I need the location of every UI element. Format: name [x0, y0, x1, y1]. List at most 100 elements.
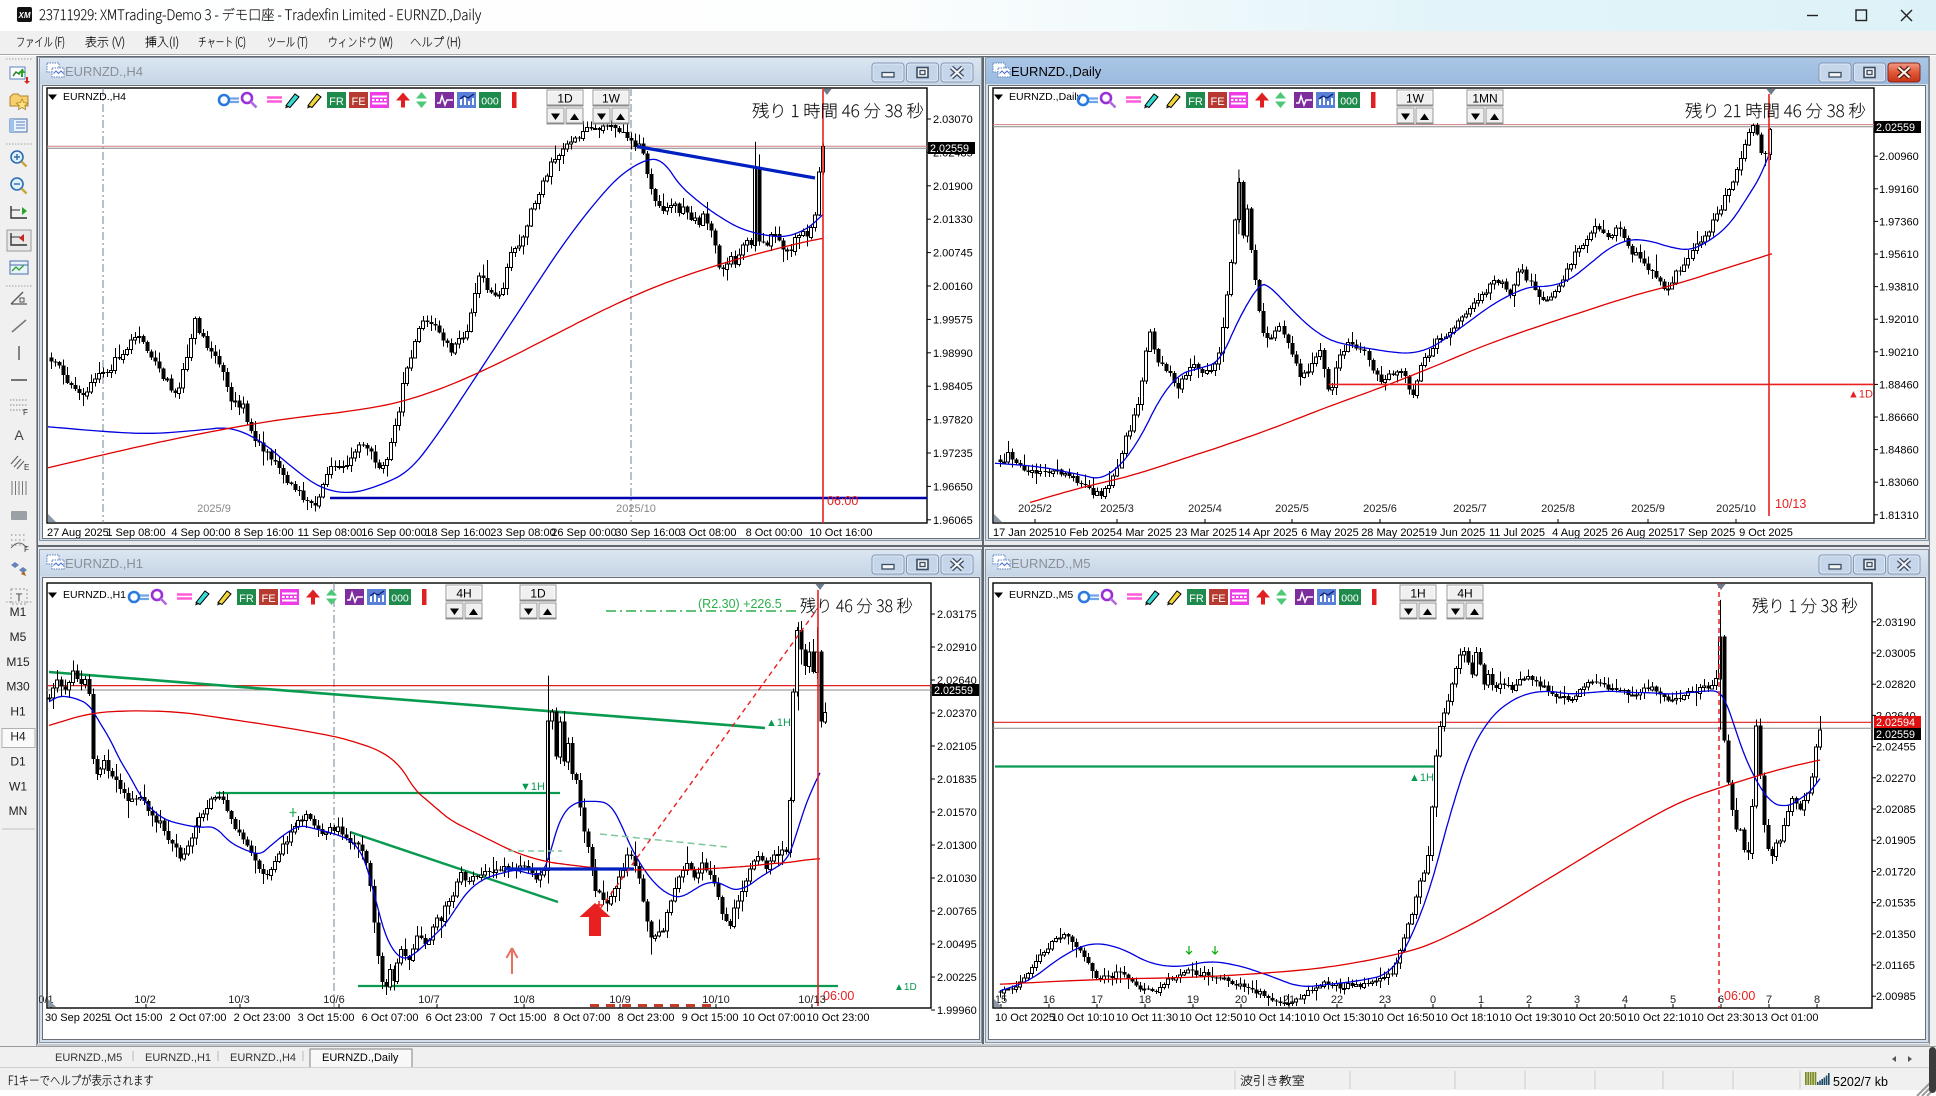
svg-text:2.00960: 2.00960: [1879, 151, 1919, 163]
svg-text:1.99960: 1.99960: [937, 1005, 977, 1017]
svg-text:EURNZD.,H1: EURNZD.,H1: [65, 556, 143, 571]
svg-text:0: 0: [1430, 994, 1436, 1006]
svg-text:▲1D: ▲1D: [1848, 388, 1873, 400]
svg-text:2025/10: 2025/10: [1716, 503, 1756, 515]
svg-text:000: 000: [1341, 593, 1359, 605]
svg-text:2.02559: 2.02559: [1876, 729, 1915, 741]
svg-text:22: 22: [1331, 994, 1343, 1006]
svg-text:8: 8: [1814, 994, 1820, 1006]
svg-text:16 Sep 00:00: 16 Sep 00:00: [361, 527, 426, 539]
svg-text:2.01300: 2.01300: [937, 840, 977, 852]
svg-text:2.01900: 2.01900: [933, 181, 973, 193]
svg-text:5: 5: [1670, 994, 1676, 1006]
svg-text:26 Aug 2025: 26 Aug 2025: [1611, 527, 1673, 539]
svg-text:1.84860: 1.84860: [1879, 445, 1919, 457]
svg-text:1.99160: 1.99160: [1879, 184, 1919, 196]
svg-text:10/13: 10/13: [1775, 497, 1806, 511]
svg-text:EURNZD.,H4: EURNZD.,H4: [65, 64, 143, 79]
svg-text:1D: 1D: [530, 587, 546, 601]
svg-text:000: 000: [1340, 96, 1358, 108]
svg-text:3: 3: [1574, 994, 1580, 1006]
svg-text:1.86660: 1.86660: [1879, 412, 1919, 424]
svg-text:10 Oct 10:10: 10 Oct 10:10: [1052, 1012, 1115, 1024]
svg-text:1H: 1H: [1410, 587, 1425, 601]
svg-text:1W: 1W: [1406, 92, 1425, 106]
svg-text:10/9: 10/9: [609, 994, 630, 1006]
svg-text:1W: 1W: [602, 92, 621, 106]
svg-text:M15: M15: [6, 655, 30, 669]
svg-text:EURNZD.,Daily: EURNZD.,Daily: [1009, 91, 1083, 103]
svg-text:2.02559: 2.02559: [934, 685, 973, 697]
svg-text:18: 18: [1139, 994, 1151, 1006]
svg-text:10 Oct 16:00: 10 Oct 16:00: [810, 527, 873, 539]
svg-text:2: 2: [1526, 994, 1532, 1006]
svg-text:M1: M1: [10, 605, 27, 619]
svg-text:10/8: 10/8: [513, 994, 534, 1006]
svg-text:4 Mar 2025: 4 Mar 2025: [1116, 527, 1172, 539]
svg-text:11 Jul 2025: 11 Jul 2025: [1489, 527, 1545, 539]
svg-text:EURNZD.,H1: EURNZD.,H1: [145, 1052, 211, 1064]
svg-text:4 Aug 2025: 4 Aug 2025: [1552, 527, 1608, 539]
svg-text:FR: FR: [1189, 593, 1204, 605]
svg-text:2025/10: 2025/10: [616, 503, 656, 515]
svg-text:17: 17: [1091, 994, 1103, 1006]
svg-text:1.92010: 1.92010: [1879, 314, 1919, 326]
svg-text:23 Mar 2025: 23 Mar 2025: [1175, 527, 1237, 539]
svg-text:06:00: 06:00: [1724, 989, 1755, 1003]
svg-text:2025/8: 2025/8: [1541, 503, 1575, 515]
svg-text:2025/4: 2025/4: [1188, 503, 1222, 515]
svg-text:H4: H4: [10, 730, 26, 744]
svg-text:4H: 4H: [1457, 587, 1472, 601]
svg-text:10/10: 10/10: [702, 994, 730, 1006]
svg-text:7: 7: [1766, 994, 1772, 1006]
svg-text:1.97235: 1.97235: [933, 448, 973, 460]
svg-text:9 Oct 2025: 9 Oct 2025: [1739, 527, 1793, 539]
svg-text:2.02910: 2.02910: [937, 642, 977, 654]
svg-text:1 Sep 08:00: 1 Sep 08:00: [106, 527, 165, 539]
svg-text:2.02270: 2.02270: [1876, 773, 1916, 785]
svg-text:10 Oct 22:10: 10 Oct 22:10: [1628, 1012, 1691, 1024]
svg-text:10 Oct 16:50: 10 Oct 16:50: [1372, 1012, 1435, 1024]
svg-text:1.83060: 1.83060: [1879, 477, 1919, 489]
svg-text:10/6: 10/6: [323, 994, 344, 1006]
svg-text:000: 000: [481, 96, 499, 108]
svg-text:▲1H: ▲1H: [1409, 772, 1434, 784]
svg-text:10 Oct 12:50: 10 Oct 12:50: [1180, 1012, 1243, 1024]
svg-text:1 Oct 15:00: 1 Oct 15:00: [106, 1012, 163, 1024]
svg-text:1.90210: 1.90210: [1879, 347, 1919, 359]
svg-text:1.98405: 1.98405: [933, 381, 973, 393]
svg-text:EURNZD.,Daily: EURNZD.,Daily: [322, 1052, 399, 1064]
svg-text:06:00: 06:00: [823, 989, 854, 1003]
svg-text:2.02370: 2.02370: [937, 708, 977, 720]
svg-text:10 Oct 07:00: 10 Oct 07:00: [743, 1012, 806, 1024]
svg-text:10 Oct 19:30: 10 Oct 19:30: [1500, 1012, 1563, 1024]
svg-text:2.01030: 2.01030: [937, 873, 977, 885]
svg-text:1.95610: 1.95610: [1879, 249, 1919, 261]
svg-text:2025/6: 2025/6: [1363, 503, 1397, 515]
svg-text:D1: D1: [10, 754, 26, 768]
svg-text:06:00: 06:00: [827, 494, 858, 508]
svg-text:10/3: 10/3: [228, 994, 249, 1006]
svg-text:2.03190: 2.03190: [1876, 617, 1916, 629]
svg-text:2.02594: 2.02594: [1876, 717, 1915, 729]
svg-text:2.02105: 2.02105: [937, 741, 977, 753]
svg-text:10 Oct 11:30: 10 Oct 11:30: [1116, 1012, 1178, 1024]
svg-text:1.98990: 1.98990: [933, 348, 973, 360]
svg-text:A: A: [14, 427, 24, 443]
svg-text:8 Oct 23:00: 8 Oct 23:00: [618, 1012, 675, 1024]
svg-text:1.97820: 1.97820: [933, 415, 973, 427]
svg-text:EURNZD.,H4: EURNZD.,H4: [63, 91, 126, 103]
svg-text:▲1D: ▲1D: [894, 982, 917, 993]
svg-text:EURNZD.,Daily: EURNZD.,Daily: [1011, 64, 1102, 79]
svg-text:2.00225: 2.00225: [937, 972, 977, 984]
svg-text:2.03070: 2.03070: [933, 114, 973, 126]
svg-text:2.01330: 2.01330: [933, 214, 973, 226]
svg-text:FE: FE: [261, 593, 275, 605]
svg-text:10 Oct 23:30: 10 Oct 23:30: [1692, 1012, 1755, 1024]
svg-text:8 Oct 00:00: 8 Oct 00:00: [746, 527, 803, 539]
svg-text:2.02559: 2.02559: [930, 143, 969, 155]
svg-text:30 Sep 16:00: 30 Sep 16:00: [615, 527, 680, 539]
svg-text:2.02085: 2.02085: [1876, 804, 1916, 816]
svg-text:M5: M5: [10, 630, 27, 644]
svg-text:10 Feb 2025: 10 Feb 2025: [1054, 527, 1116, 539]
